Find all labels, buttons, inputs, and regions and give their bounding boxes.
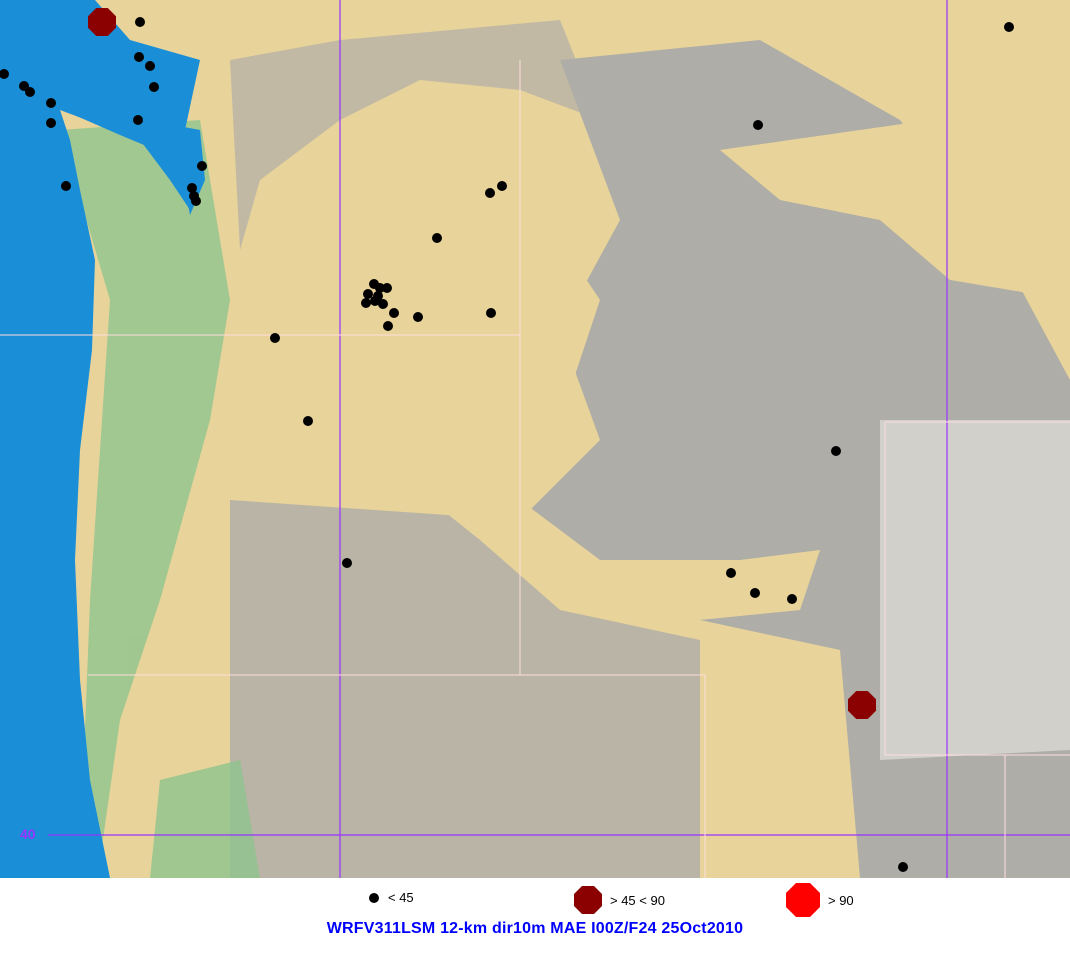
state-borders [0, 60, 1070, 878]
red-octagon-icon [786, 883, 820, 917]
station-marker-low [750, 588, 760, 598]
station-marker-low [497, 181, 507, 191]
station-marker-low [370, 296, 380, 306]
station-marker-low [342, 558, 352, 568]
station-marker-low [133, 115, 143, 125]
station-marker-low [61, 181, 71, 191]
station-marker-low [413, 312, 423, 322]
station-marker-mid [848, 691, 876, 719]
station-marker-low [382, 283, 392, 293]
legend-label: > 45 < 90 [610, 892, 665, 908]
ocean [0, 0, 200, 878]
station-marker-low [187, 183, 197, 193]
station-marker-low [375, 283, 385, 293]
map-title: WRFV311LSM 12-km dir10m MAE I00Z/F24 25O… [326, 920, 744, 937]
station-marker-low [383, 321, 393, 331]
station-marker-low [389, 308, 399, 318]
station-marker-low [149, 82, 159, 92]
station-marker-low [726, 568, 736, 578]
legend-item-high: > 90 [786, 883, 854, 917]
station-marker-low [787, 594, 797, 604]
station-marker-low [25, 87, 35, 97]
legend-label: > 90 [828, 892, 854, 908]
station-marker-low [831, 446, 841, 456]
station-marker-low [46, 118, 56, 128]
station-marker-low [486, 308, 496, 318]
station-markers [0, 8, 1014, 872]
station-marker-low [303, 416, 313, 426]
station-marker-low [361, 298, 371, 308]
dark-red-octagon-icon [574, 886, 602, 914]
map [0, 0, 1070, 878]
station-marker-low [1004, 22, 1014, 32]
legend-item-mid: > 45 < 90 [574, 886, 665, 914]
station-marker-low [378, 299, 388, 309]
station-marker-low [46, 98, 56, 108]
station-marker-low [135, 17, 145, 27]
puget-sound [40, 100, 205, 215]
station-marker-low [134, 52, 144, 62]
station-marker-low [197, 161, 207, 171]
station-marker-low [432, 233, 442, 243]
station-marker-low [145, 61, 155, 71]
basin-lowlands [330, 100, 1070, 840]
latitude-label-40: 40 [20, 826, 36, 842]
station-marker-low [898, 862, 908, 872]
station-marker-mid [88, 8, 116, 36]
legend-item-low: < 45 [368, 890, 414, 905]
station-marker-low [363, 289, 373, 299]
black-dot-icon [369, 892, 379, 903]
station-marker-low [191, 196, 201, 206]
legend-label: < 45 [388, 890, 414, 905]
gridlines [48, 0, 1070, 878]
station-marker-low [753, 120, 763, 130]
station-marker-low [0, 69, 9, 79]
station-marker-low [270, 333, 280, 343]
station-marker-low [485, 188, 495, 198]
